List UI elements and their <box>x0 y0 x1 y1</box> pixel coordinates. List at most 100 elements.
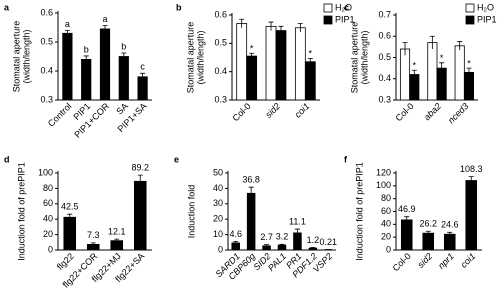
y-tick-label: 0.5 <box>40 36 53 46</box>
x-tick-label: npr1 <box>436 251 456 271</box>
legend-label: H₂O <box>477 2 494 12</box>
bar <box>63 216 77 251</box>
bar <box>454 45 465 101</box>
y-axis-label: Stomatal aperture <box>11 21 21 93</box>
error-bar <box>307 57 313 66</box>
error-bar <box>137 174 143 188</box>
value-label: 46.9 <box>398 204 416 214</box>
y-tick-label: 0.6 <box>378 31 391 41</box>
error-bar <box>404 216 410 224</box>
y-tick-label: 40 <box>381 219 391 229</box>
error-bar <box>140 72 146 81</box>
value-label: 24.6 <box>441 220 459 230</box>
error-bar <box>268 21 274 31</box>
x-tick-label: Col-0 <box>230 101 252 123</box>
panel-label: f <box>344 154 348 164</box>
value-label: 11.1 <box>289 216 306 226</box>
error-bar <box>402 42 408 56</box>
y-tick-label: 40 <box>43 214 53 224</box>
y-tick-label: 80 <box>381 193 391 203</box>
value-label: 4.6 <box>229 229 242 239</box>
y-tick-label: 100 <box>38 167 53 177</box>
bar <box>427 42 438 101</box>
error-bar <box>279 243 285 246</box>
error-bar <box>264 244 270 248</box>
value-label: 26.2 <box>419 219 437 229</box>
legend-swatch <box>465 3 475 13</box>
error-bar <box>411 69 417 79</box>
value-label: 1.2 <box>307 235 320 245</box>
error-bar <box>114 238 120 243</box>
bar <box>246 192 256 251</box>
y-tick-label: 0.4 <box>378 73 391 83</box>
bar <box>81 59 92 101</box>
bar <box>399 48 411 101</box>
bar <box>265 25 277 101</box>
bar <box>400 219 413 251</box>
y-tick-label: 0 <box>386 244 391 254</box>
error-bar <box>278 25 284 35</box>
y-tick-label: 20 <box>213 214 223 224</box>
legend-swatch <box>465 15 475 25</box>
y-axis-label: (width/length) <box>359 30 369 84</box>
y-tick-label: 0.3 <box>378 94 391 104</box>
x-tick-label: sid2 <box>263 101 282 120</box>
error-bar <box>233 240 239 245</box>
y-tick-label: 20 <box>381 232 391 242</box>
y-tick-label: 0.4 <box>214 66 227 76</box>
error-bar <box>425 230 431 236</box>
bar <box>99 28 111 101</box>
value-label: 7.3 <box>87 230 100 240</box>
y-tick-label: 10 <box>213 229 223 239</box>
value-label: 108.3 <box>460 164 483 174</box>
y-axis-label: Stomatal aperture <box>185 22 195 94</box>
y-tick-label: 0.7 <box>378 9 391 19</box>
legend-swatch <box>323 15 333 25</box>
error-bar <box>121 52 127 60</box>
y-tick-label: 0.5 <box>378 52 391 62</box>
bar <box>304 61 316 101</box>
error-bar <box>429 35 435 49</box>
y-axis-label: (width/length) <box>195 30 205 84</box>
y-axis-label: Induction fold <box>186 185 196 239</box>
bar <box>422 232 435 251</box>
y-axis-label: Induction fold of prePIP1 <box>16 162 26 261</box>
panel-label: d <box>4 154 10 164</box>
error-bar <box>294 228 300 237</box>
x-tick-label: coi1 <box>459 251 478 270</box>
error-bar <box>64 30 70 37</box>
error-bar <box>102 25 108 33</box>
x-tick-label: Col-0 <box>393 101 415 123</box>
x-tick-label: Col-0 <box>391 251 413 273</box>
error-bar <box>439 62 445 74</box>
x-tick-label: coi1 <box>293 101 312 120</box>
error-bar <box>447 231 453 237</box>
bar <box>133 180 147 251</box>
x-tick-label: nced3 <box>446 101 470 125</box>
value-label: 89.2 <box>131 163 149 173</box>
y-tick-label: 80 <box>43 183 53 193</box>
error-bar <box>457 41 463 51</box>
value-label: 2.7 <box>260 232 273 242</box>
y-tick-label: 20 <box>43 229 53 239</box>
bar <box>443 233 456 251</box>
y-tick-label: 0.5 <box>214 38 227 48</box>
bar <box>275 30 287 101</box>
y-tick-label: 100 <box>376 180 391 190</box>
value-label: 3.2 <box>276 232 289 242</box>
bar <box>294 27 306 101</box>
letter-label: a <box>102 14 107 24</box>
legend-label: PIP1 <box>477 14 497 24</box>
value-label: 12.1 <box>108 227 126 237</box>
error-bar <box>297 23 303 32</box>
panel-label: b <box>176 2 182 12</box>
y-tick-label: 60 <box>43 198 53 208</box>
y-axis-label: (width/length) <box>21 29 31 83</box>
value-label: 42.5 <box>61 202 79 212</box>
y-axis-label: Induction fold of prePIP1 <box>354 162 364 261</box>
error-bar <box>468 176 474 185</box>
significance-mark: * <box>309 49 313 59</box>
error-bar <box>67 213 73 221</box>
error-bar <box>90 242 96 246</box>
